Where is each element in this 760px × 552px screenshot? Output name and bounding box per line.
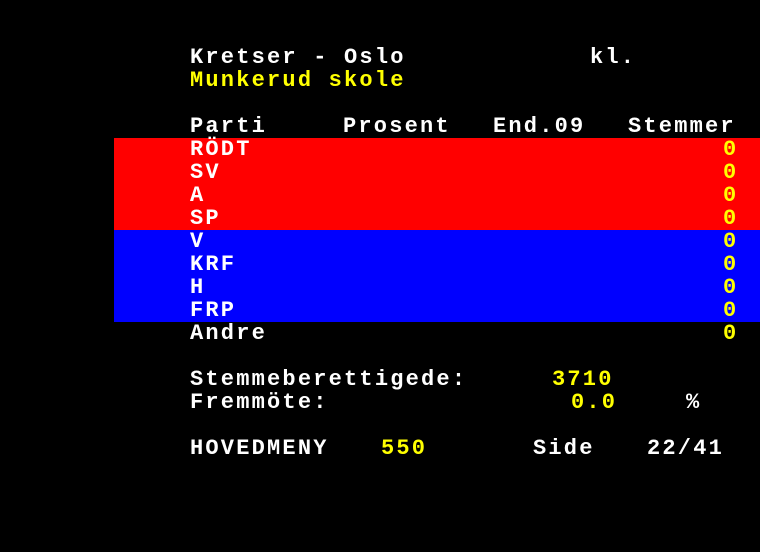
- table-row: [114, 207, 760, 230]
- party-votes: 0: [723, 183, 739, 208]
- col-header-stemmer: Stemmer: [628, 114, 736, 139]
- party-name: RÖDT: [190, 137, 252, 162]
- main-menu-page[interactable]: 550: [381, 436, 428, 461]
- party-name: SP: [190, 206, 221, 231]
- eligible-label: Stemmeberettigede:: [190, 367, 468, 392]
- turnout-label: Fremmöte:: [190, 390, 329, 415]
- main-menu-label: HOVEDMENY: [190, 436, 329, 461]
- party-votes: 0: [723, 252, 739, 277]
- party-name: FRP: [190, 298, 237, 323]
- page-number: 22/41: [647, 436, 725, 461]
- table-row: [114, 253, 760, 276]
- party-name: A: [190, 183, 206, 208]
- party-votes: 0: [723, 298, 739, 323]
- page-title: Kretser - Oslo: [190, 45, 406, 70]
- turnout-unit: %: [686, 390, 702, 415]
- turnout-value: 0.0: [571, 390, 618, 415]
- party-name: SV: [190, 160, 221, 185]
- table-row: [114, 299, 760, 322]
- party-votes: 0: [723, 137, 739, 162]
- party-votes: 0: [723, 206, 739, 231]
- eligible-value: 3710: [552, 367, 614, 392]
- party-name: H: [190, 275, 206, 300]
- party-votes: 0: [723, 321, 739, 346]
- party-votes: 0: [723, 229, 739, 254]
- table-row: [114, 184, 760, 207]
- col-header-parti: Parti: [190, 114, 268, 139]
- party-name: KRF: [190, 252, 237, 277]
- party-name: Andre: [190, 321, 268, 346]
- school-name: Munkerud skole: [190, 68, 406, 93]
- party-name: V: [190, 229, 206, 254]
- time-label: kl.: [590, 45, 637, 70]
- col-header-prosent: Prosent: [343, 114, 451, 139]
- table-row: [114, 230, 760, 253]
- party-votes: 0: [723, 160, 739, 185]
- col-header-end09: End.09: [493, 114, 586, 139]
- table-row: [114, 322, 760, 345]
- party-votes: 0: [723, 275, 739, 300]
- page-label: Side: [533, 436, 595, 461]
- table-row: [114, 161, 760, 184]
- table-row: [114, 276, 760, 299]
- table-row: [114, 138, 760, 161]
